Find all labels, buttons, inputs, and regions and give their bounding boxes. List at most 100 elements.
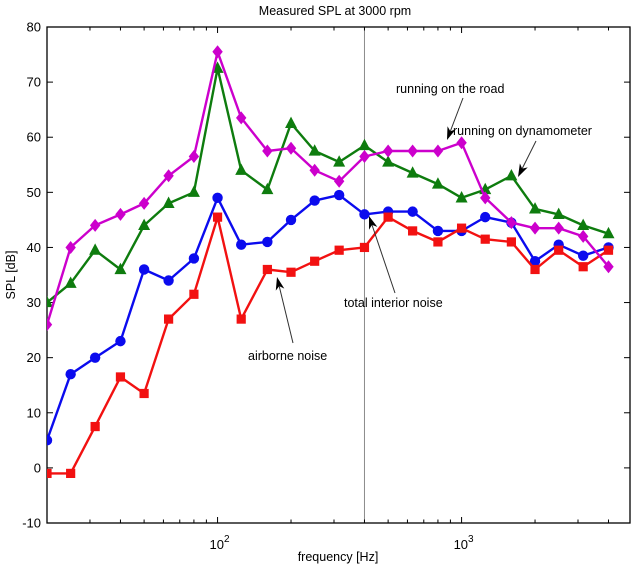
marker-airborne-noise: [262, 264, 272, 275]
annotation-arrowhead-running-on-the-road: [447, 126, 456, 140]
marker-airborne-noise: [603, 245, 614, 255]
marker-running-on-the-road: [577, 229, 589, 243]
marker-running-on-dynamometer: [382, 155, 395, 167]
marker-running-on-the-road: [432, 144, 444, 158]
marker-running-on-dynamometer: [308, 144, 321, 156]
y-tick-label: -10: [22, 516, 41, 531]
annotation-arrowhead-total-interior-noise: [368, 216, 378, 230]
y-tick-label: 80: [27, 20, 41, 35]
marker-airborne-noise: [456, 223, 467, 233]
marker-airborne-noise: [236, 314, 246, 324]
marker-running-on-the-road: [553, 221, 564, 235]
x-tick-label: 103: [454, 534, 474, 552]
marker-total-interior-noise: [333, 189, 345, 201]
annotation-leader-running-on-the-road: [449, 97, 464, 132]
annotation-leader-total-interior-noise: [371, 224, 396, 294]
marker-airborne-noise: [359, 242, 370, 253]
marker-running-on-dynamometer: [47, 295, 53, 308]
x-tick-label: 102: [210, 534, 230, 552]
series-line-running-on-the-road: [47, 50, 610, 325]
y-tick-label: 70: [27, 75, 41, 90]
marker-total-interior-noise: [163, 275, 174, 286]
annotation-text-total-interior-noise: total interior noise: [344, 296, 443, 310]
axes-frame: [46, 26, 631, 524]
series-line-airborne-noise: [47, 215, 610, 475]
marker-total-interior-noise: [138, 264, 150, 275]
marker-airborne-noise: [433, 237, 443, 247]
marker-airborne-noise: [47, 468, 52, 478]
marker-total-interior-noise: [236, 239, 247, 250]
marker-running-on-the-road: [285, 141, 297, 155]
annotation-arrowhead-running-on-dynamometer: [518, 163, 528, 177]
marker-running-on-dynamometer: [577, 218, 590, 230]
marker-total-interior-noise: [577, 250, 589, 261]
marker-running-on-dynamometer: [406, 166, 419, 178]
annotation-text-running-on-dynamometer: running on dynamometer: [453, 124, 592, 138]
annotation-text-airborne-noise: airborne noise: [248, 349, 327, 363]
marker-airborne-noise: [163, 314, 174, 324]
marker-airborne-noise: [480, 234, 490, 244]
marker-airborne-noise: [506, 237, 516, 247]
marker-airborne-noise: [212, 212, 223, 222]
marker-running-on-the-road: [163, 169, 174, 183]
marker-total-interior-noise: [309, 195, 320, 206]
marker-airborne-noise: [554, 245, 564, 255]
marker-total-interior-noise: [359, 209, 370, 220]
marker-running-on-dynamometer: [602, 226, 615, 239]
y-axis-label: SPL [dB]: [4, 251, 18, 300]
x-axis-label: frequency [Hz]: [298, 550, 379, 564]
marker-airborne-noise: [286, 267, 296, 277]
marker-running-on-the-road: [138, 196, 150, 210]
chart-title: Measured SPL at 3000 rpm: [259, 4, 411, 18]
marker-running-on-the-road: [359, 150, 370, 164]
marker-running-on-dynamometer: [162, 196, 175, 208]
marker-airborne-noise: [66, 468, 76, 478]
annotation-leader-running-on-dynamometer: [521, 140, 537, 169]
marker-running-on-the-road: [47, 318, 53, 332]
y-tick-label: 30: [27, 295, 41, 310]
marker-running-on-dynamometer: [64, 276, 77, 288]
marker-running-on-dynamometer: [529, 202, 542, 214]
marker-running-on-the-road: [65, 240, 76, 254]
marker-running-on-the-road: [309, 163, 320, 177]
marker-running-on-the-road: [89, 218, 101, 232]
marker-running-on-dynamometer: [333, 155, 346, 167]
y-tick-label: 60: [27, 130, 41, 145]
marker-total-interior-noise: [47, 435, 53, 446]
annotation-text-running-on-the-road: running on the road: [396, 82, 504, 96]
annotation-arrowhead-airborne-noise: [275, 277, 285, 291]
marker-airborne-noise: [115, 372, 126, 382]
marker-running-on-the-road: [603, 260, 614, 274]
marker-total-interior-noise: [212, 192, 223, 204]
series-group: [47, 45, 615, 478]
marker-airborne-noise: [90, 421, 100, 432]
marker-airborne-noise: [139, 388, 149, 399]
marker-running-on-dynamometer: [285, 116, 298, 129]
marker-total-interior-noise: [432, 225, 444, 237]
marker-running-on-the-road: [529, 221, 541, 235]
marker-running-on-dynamometer: [114, 262, 127, 275]
marker-total-interior-noise: [480, 211, 491, 223]
y-tick-label: 20: [27, 350, 41, 365]
marker-running-on-the-road: [407, 144, 418, 158]
marker-total-interior-noise: [407, 206, 418, 217]
y-tick-label: 50: [27, 185, 41, 200]
marker-running-on-the-road: [456, 136, 467, 150]
marker-running-on-the-road: [480, 191, 491, 205]
marker-running-on-dynamometer: [505, 169, 518, 181]
plot-layer: 102 103 -10 0 10 20 30 40 50 60 70 80 running on the…: [22, 20, 631, 552]
marker-airborne-noise: [408, 226, 418, 236]
marker-running-on-the-road: [212, 45, 223, 59]
y-tick-label: 10: [27, 405, 41, 420]
marker-running-on-the-road: [115, 207, 126, 221]
marker-airborne-noise: [310, 256, 320, 266]
marker-total-interior-noise: [89, 352, 101, 363]
y-tick-label: 0: [34, 460, 41, 475]
marker-total-interior-noise: [65, 369, 76, 380]
y-tick-label: 40: [27, 240, 41, 255]
marker-total-interior-noise: [285, 214, 297, 226]
marker-total-interior-noise: [529, 256, 541, 267]
marker-running-on-the-road: [333, 174, 345, 188]
marker-running-on-the-road: [236, 111, 247, 125]
